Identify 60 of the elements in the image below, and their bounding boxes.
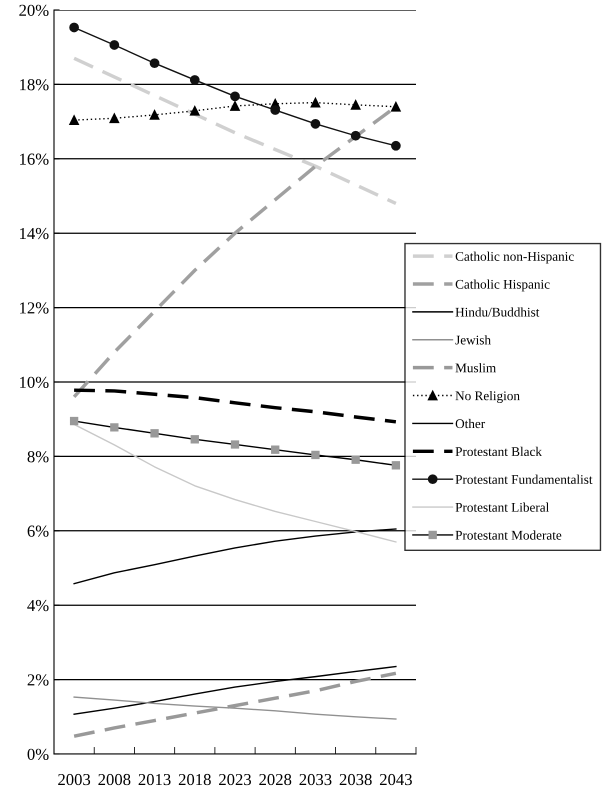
point (150, 110, 160, 120)
legend-label: No Religion (456, 390, 520, 403)
point (352, 456, 360, 464)
point (350, 100, 361, 110)
point (110, 423, 118, 432)
y-tick-label: 16% (20, 154, 49, 165)
point (109, 113, 120, 124)
point (230, 101, 240, 111)
y-tick-label: 4% (27, 600, 49, 612)
y-tick-label: 18% (20, 79, 49, 90)
x-tick-label: 2033 (300, 774, 332, 786)
point (310, 98, 320, 108)
legend-label: Catholic non-Hispanic (456, 252, 574, 264)
point (271, 446, 280, 454)
y-tick-label: 20% (19, 4, 49, 16)
y-tick-label: 0% (28, 748, 49, 760)
y-tick-label: 10% (20, 376, 49, 388)
line-series (72, 388, 398, 424)
point (270, 105, 280, 115)
point (190, 435, 199, 444)
legend-label: Protestant Black (456, 446, 542, 456)
point (392, 461, 400, 470)
point (69, 22, 79, 32)
legend-label: Catholic Hispanic (456, 279, 550, 292)
point (150, 429, 159, 438)
y-tick-label: 2% (28, 674, 49, 686)
point (350, 130, 361, 141)
point (310, 118, 320, 129)
point (391, 140, 401, 151)
legend-label: Protestant Moderate (456, 530, 562, 540)
x-tick-label: 2008 (98, 774, 130, 786)
y-tick-label: 14% (20, 228, 49, 240)
point (230, 440, 240, 449)
x-tick-label: 2003 (58, 774, 90, 786)
point (69, 115, 79, 125)
point (230, 91, 240, 102)
point (190, 106, 200, 116)
legend-label: Other (456, 418, 486, 428)
x-tick-label: 2038 (340, 774, 372, 786)
line-series (72, 672, 398, 738)
line-series (72, 56, 398, 206)
point (109, 40, 120, 50)
point (311, 450, 320, 460)
legend-label: Protestant Liberal (456, 502, 550, 512)
legend-label: Hindu/Buddhist (456, 307, 540, 317)
x-tick-label: 2028 (259, 774, 292, 786)
y-tick-label: 6% (28, 526, 49, 537)
legend-label: Muslim (456, 363, 496, 372)
x-tick-label: 2043 (380, 774, 412, 786)
x-tick-label: 2018 (178, 774, 211, 786)
point (190, 75, 200, 85)
point (150, 58, 160, 68)
x-tick-label: 2013 (138, 774, 171, 786)
point (70, 416, 78, 426)
point (391, 102, 401, 112)
y-tick-label: 12% (20, 302, 49, 314)
y-tick-label: 8% (28, 451, 49, 462)
x-tick-label: 2023 (219, 774, 252, 786)
legend-label: Jewish (455, 335, 491, 344)
legend-label: Protestant Fundamentalist (456, 474, 592, 484)
